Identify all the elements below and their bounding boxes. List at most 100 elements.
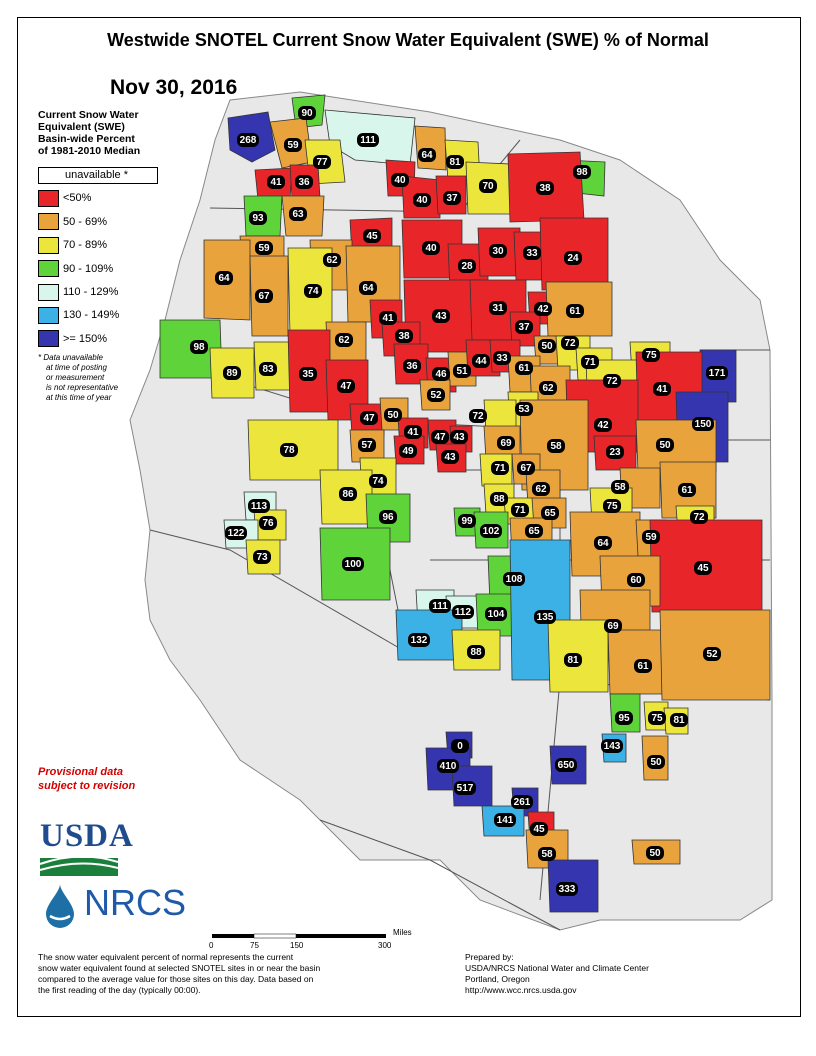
svg-text:73: 73 <box>256 552 268 563</box>
basin-label: 41 <box>267 175 285 189</box>
basin-label: 69 <box>497 436 515 450</box>
basin-label: 59 <box>255 241 273 255</box>
svg-text:132: 132 <box>411 635 428 646</box>
basin-label: 517 <box>454 781 476 795</box>
svg-text:59: 59 <box>645 532 657 543</box>
basin-label: 58 <box>547 439 565 453</box>
basin-label: 150 <box>692 417 714 431</box>
svg-text:23: 23 <box>609 447 621 458</box>
svg-text:62: 62 <box>326 255 338 266</box>
basin-label: 111 <box>429 599 451 613</box>
svg-text:0: 0 <box>457 741 463 752</box>
basin-label: 81 <box>670 713 688 727</box>
svg-text:122: 122 <box>228 528 245 539</box>
basin-label: 42 <box>534 302 552 316</box>
svg-text:143: 143 <box>604 741 621 752</box>
svg-text:71: 71 <box>494 463 506 474</box>
svg-text:57: 57 <box>361 440 373 451</box>
nrcs-logo-mark <box>46 884 74 928</box>
svg-text:99: 99 <box>461 516 473 527</box>
legend-swatch: unavailable * <box>38 166 158 184</box>
svg-text:76: 76 <box>262 518 274 529</box>
basin-label: 31 <box>489 301 507 315</box>
svg-text:81: 81 <box>449 157 461 168</box>
svg-text:150: 150 <box>695 419 712 430</box>
basin-label: 47 <box>337 379 355 393</box>
legend-swatch <box>38 260 59 278</box>
basin-label: 72 <box>690 510 708 524</box>
basin-label: 57 <box>358 438 376 452</box>
svg-text:69: 69 <box>500 438 512 449</box>
basin-label: 261 <box>511 795 533 809</box>
svg-text:88: 88 <box>493 494 505 505</box>
svg-text:96: 96 <box>382 512 394 523</box>
svg-text:141: 141 <box>497 815 514 826</box>
svg-text:42: 42 <box>537 304 549 315</box>
basin-label: 650 <box>555 758 577 772</box>
basin-label: 49 <box>399 444 417 458</box>
svg-text:24: 24 <box>567 253 579 264</box>
map-frame <box>17 17 801 1017</box>
svg-text:50: 50 <box>659 440 671 451</box>
basin-label: 71 <box>511 503 529 517</box>
svg-text:111: 111 <box>360 135 376 146</box>
basin-label: 67 <box>517 461 535 475</box>
svg-text:37: 37 <box>446 193 458 204</box>
basin-label: 36 <box>403 359 421 373</box>
basin-label: 98 <box>190 340 208 354</box>
basin-label: 38 <box>536 181 554 195</box>
svg-text:95: 95 <box>618 713 630 724</box>
basin-label: 44 <box>472 354 490 368</box>
svg-text:90: 90 <box>301 108 313 119</box>
svg-text:61: 61 <box>637 661 649 672</box>
svg-text:45: 45 <box>366 231 378 242</box>
svg-text:28: 28 <box>461 261 473 272</box>
basin-label: 41 <box>653 382 671 396</box>
svg-text:64: 64 <box>597 538 609 549</box>
svg-text:49: 49 <box>402 446 414 457</box>
legend-item: 110 - 129% <box>38 282 118 302</box>
nrcs-logo: NRCS <box>84 882 187 923</box>
svg-text:61: 61 <box>518 363 530 374</box>
svg-text:41: 41 <box>270 177 282 188</box>
legend-label: 70 - 89% <box>63 239 108 252</box>
basin-label: 40 <box>391 173 409 187</box>
svg-text:98: 98 <box>576 167 588 178</box>
svg-text:43: 43 <box>435 311 447 322</box>
basin-label: 88 <box>490 492 508 506</box>
basin-label: 42 <box>594 418 612 432</box>
svg-text:171: 171 <box>709 368 726 379</box>
basin-label: 64 <box>359 281 377 295</box>
basin-label: 47 <box>360 411 378 425</box>
basin-label: 52 <box>427 388 445 402</box>
svg-text:650: 650 <box>558 760 575 771</box>
svg-text:72: 72 <box>693 512 705 523</box>
svg-text:104: 104 <box>488 609 505 620</box>
legend-item: >= 150% <box>38 329 107 349</box>
svg-text:89: 89 <box>226 368 238 379</box>
basin-label: 35 <box>299 367 317 381</box>
svg-text:31: 31 <box>492 303 504 314</box>
basin-label: 122 <box>225 526 247 540</box>
basin-label: 73 <box>253 550 271 564</box>
basin-label: 74 <box>369 474 387 488</box>
svg-text:62: 62 <box>542 383 554 394</box>
basin-label: 75 <box>603 499 621 513</box>
provisional-notice: Provisional data subject to revision <box>38 766 136 792</box>
basin-label: 108 <box>503 572 525 586</box>
svg-text:72: 72 <box>606 376 618 387</box>
prepared-by: Prepared by: USDA/NRCS National Water an… <box>465 952 649 995</box>
svg-text:40: 40 <box>425 243 437 254</box>
svg-text:51: 51 <box>456 366 468 377</box>
svg-text:113: 113 <box>251 501 268 512</box>
basin-label: 67 <box>255 289 273 303</box>
legend-label: <50% <box>63 192 92 205</box>
svg-text:36: 36 <box>406 361 418 372</box>
legend-heading: Current Snow Water Equivalent (SWE) Basi… <box>38 109 141 157</box>
basin-label: 86 <box>339 487 357 501</box>
basin-label: 24 <box>564 251 582 265</box>
basin-label: 37 <box>443 191 461 205</box>
svg-text:53: 53 <box>518 404 530 415</box>
svg-text:75: 75 <box>645 350 657 361</box>
